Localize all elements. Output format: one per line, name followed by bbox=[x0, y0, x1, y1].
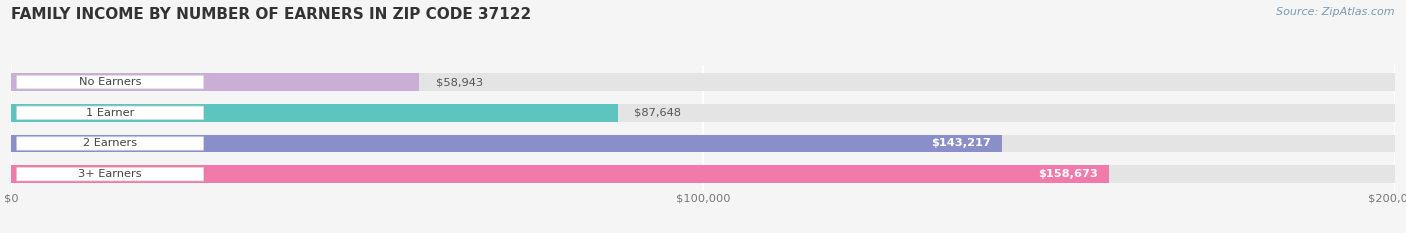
Text: Source: ZipAtlas.com: Source: ZipAtlas.com bbox=[1277, 7, 1395, 17]
Text: FAMILY INCOME BY NUMBER OF EARNERS IN ZIP CODE 37122: FAMILY INCOME BY NUMBER OF EARNERS IN ZI… bbox=[11, 7, 531, 22]
Bar bbox=[11, 104, 1395, 122]
Text: $158,673: $158,673 bbox=[1038, 169, 1098, 179]
Text: $143,217: $143,217 bbox=[931, 138, 991, 148]
Text: 2 Earners: 2 Earners bbox=[83, 138, 138, 148]
Text: 1 Earner: 1 Earner bbox=[86, 108, 135, 118]
Bar bbox=[11, 165, 1109, 183]
FancyBboxPatch shape bbox=[17, 106, 204, 120]
FancyBboxPatch shape bbox=[17, 137, 204, 150]
Text: $58,943: $58,943 bbox=[436, 77, 482, 87]
FancyBboxPatch shape bbox=[17, 75, 204, 89]
Text: $87,648: $87,648 bbox=[634, 108, 681, 118]
FancyBboxPatch shape bbox=[17, 168, 204, 181]
Text: 3+ Earners: 3+ Earners bbox=[79, 169, 142, 179]
Bar bbox=[11, 73, 419, 91]
Bar bbox=[11, 135, 1395, 152]
Text: No Earners: No Earners bbox=[79, 77, 142, 87]
Bar bbox=[11, 73, 1395, 91]
Bar bbox=[11, 135, 1002, 152]
Bar bbox=[11, 104, 617, 122]
Bar bbox=[11, 165, 1395, 183]
